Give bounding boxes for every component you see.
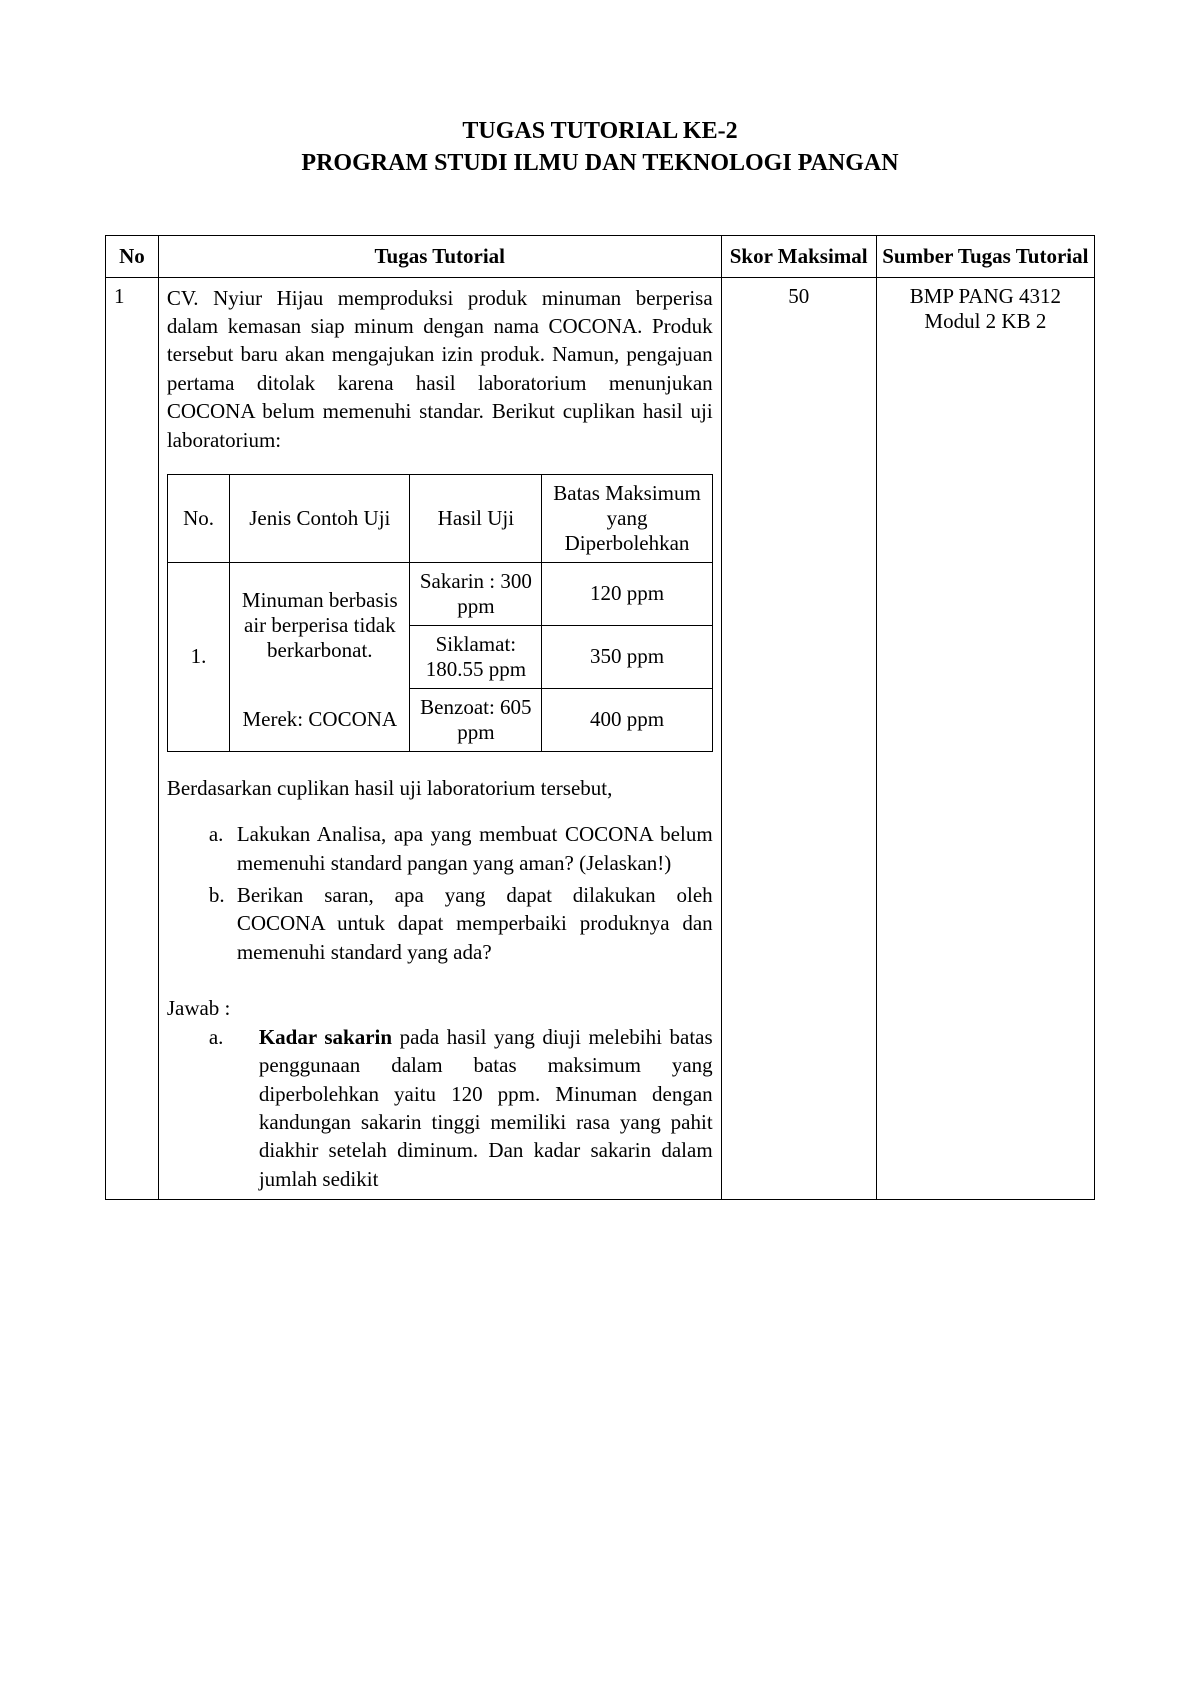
- answer-a-bold: Kadar sakarin: [259, 1025, 392, 1049]
- question-list: a. Lakukan Analisa, apa yang membuat COC…: [167, 820, 713, 966]
- answer-a: a. Kadar sakarin pada hasil yang diuji m…: [167, 1023, 713, 1193]
- inner-cell-batas-2: 350 ppm: [542, 625, 712, 688]
- intro-paragraph: CV. Nyiur Hijau memproduksi produk minum…: [167, 284, 713, 454]
- inner-h-no: No.: [167, 474, 229, 562]
- inner-row-3: Merek: COCONA Benzoat: 605 ppm 400 ppm: [167, 688, 712, 751]
- cell-task: CV. Nyiur Hijau memproduksi produk minum…: [158, 277, 721, 1199]
- inner-cell-batas-1: 120 ppm: [542, 562, 712, 625]
- answer-a-text: Kadar sakarin pada hasil yang diuji mele…: [259, 1023, 713, 1193]
- inner-cell-hasil-1: Sakarin : 300 ppm: [410, 562, 542, 625]
- after-table-text: Berdasarkan cuplikan hasil uji laborator…: [167, 774, 713, 802]
- inner-table: No. Jenis Contoh Uji Hasil Uji Batas Mak…: [167, 474, 713, 752]
- inner-cell-hasil-2: Siklamat: 180.55 ppm: [410, 625, 542, 688]
- inner-h-jenis: Jenis Contoh Uji: [230, 474, 410, 562]
- marker-a: a.: [209, 820, 237, 877]
- question-b-text: Berikan saran, apa yang dapat dilakukan …: [237, 881, 713, 966]
- title-line-2: PROGRAM STUDI ILMU DAN TEKNOLOGI PANGAN: [105, 147, 1095, 179]
- inner-row-1: 1. Minuman berbasis air berperisa tidak …: [167, 562, 712, 625]
- inner-cell-hasil-3: Benzoat: 605 ppm: [410, 688, 542, 751]
- main-table: No Tugas Tutorial Skor Maksimal Sumber T…: [105, 235, 1095, 1200]
- header-task: Tugas Tutorial: [158, 235, 721, 277]
- jawab-label: Jawab :: [167, 996, 713, 1021]
- answer-marker-a: a.: [209, 1023, 259, 1193]
- answer-a-rest: pada hasil yang diuji melebihi batas pen…: [259, 1025, 713, 1191]
- question-a: a. Lakukan Analisa, apa yang membuat COC…: [209, 820, 713, 877]
- header-score: Skor Maksimal: [721, 235, 876, 277]
- inner-cell-jenis-1: Minuman berbasis air berperisa tidak ber…: [230, 562, 410, 688]
- cell-no: 1: [106, 277, 159, 1199]
- inner-cell-no: 1.: [167, 562, 229, 751]
- header-source: Sumber Tugas Tutorial: [876, 235, 1094, 277]
- inner-h-batas: Batas Maksimum yang Diperbolehkan: [542, 474, 712, 562]
- inner-header-row: No. Jenis Contoh Uji Hasil Uji Batas Mak…: [167, 474, 712, 562]
- cell-score: 50: [721, 277, 876, 1199]
- inner-h-hasil: Hasil Uji: [410, 474, 542, 562]
- header-no: No: [106, 235, 159, 277]
- document-page: TUGAS TUTORIAL KE-2 PROGRAM STUDI ILMU D…: [0, 0, 1200, 1698]
- title-block: TUGAS TUTORIAL KE-2 PROGRAM STUDI ILMU D…: [105, 115, 1095, 180]
- inner-cell-batas-3: 400 ppm: [542, 688, 712, 751]
- cell-source: BMP PANG 4312 Modul 2 KB 2: [876, 277, 1094, 1199]
- main-header-row: No Tugas Tutorial Skor Maksimal Sumber T…: [106, 235, 1095, 277]
- title-line-1: TUGAS TUTORIAL KE-2: [105, 115, 1095, 147]
- marker-b: b.: [209, 881, 237, 966]
- table-row: 1 CV. Nyiur Hijau memproduksi produk min…: [106, 277, 1095, 1199]
- inner-cell-jenis-2: Merek: COCONA: [230, 688, 410, 751]
- answer-block: Jawab : a. Kadar sakarin pada hasil yang…: [167, 996, 713, 1193]
- question-b: b. Berikan saran, apa yang dapat dilakuk…: [209, 881, 713, 966]
- question-a-text: Lakukan Analisa, apa yang membuat COCONA…: [237, 820, 713, 877]
